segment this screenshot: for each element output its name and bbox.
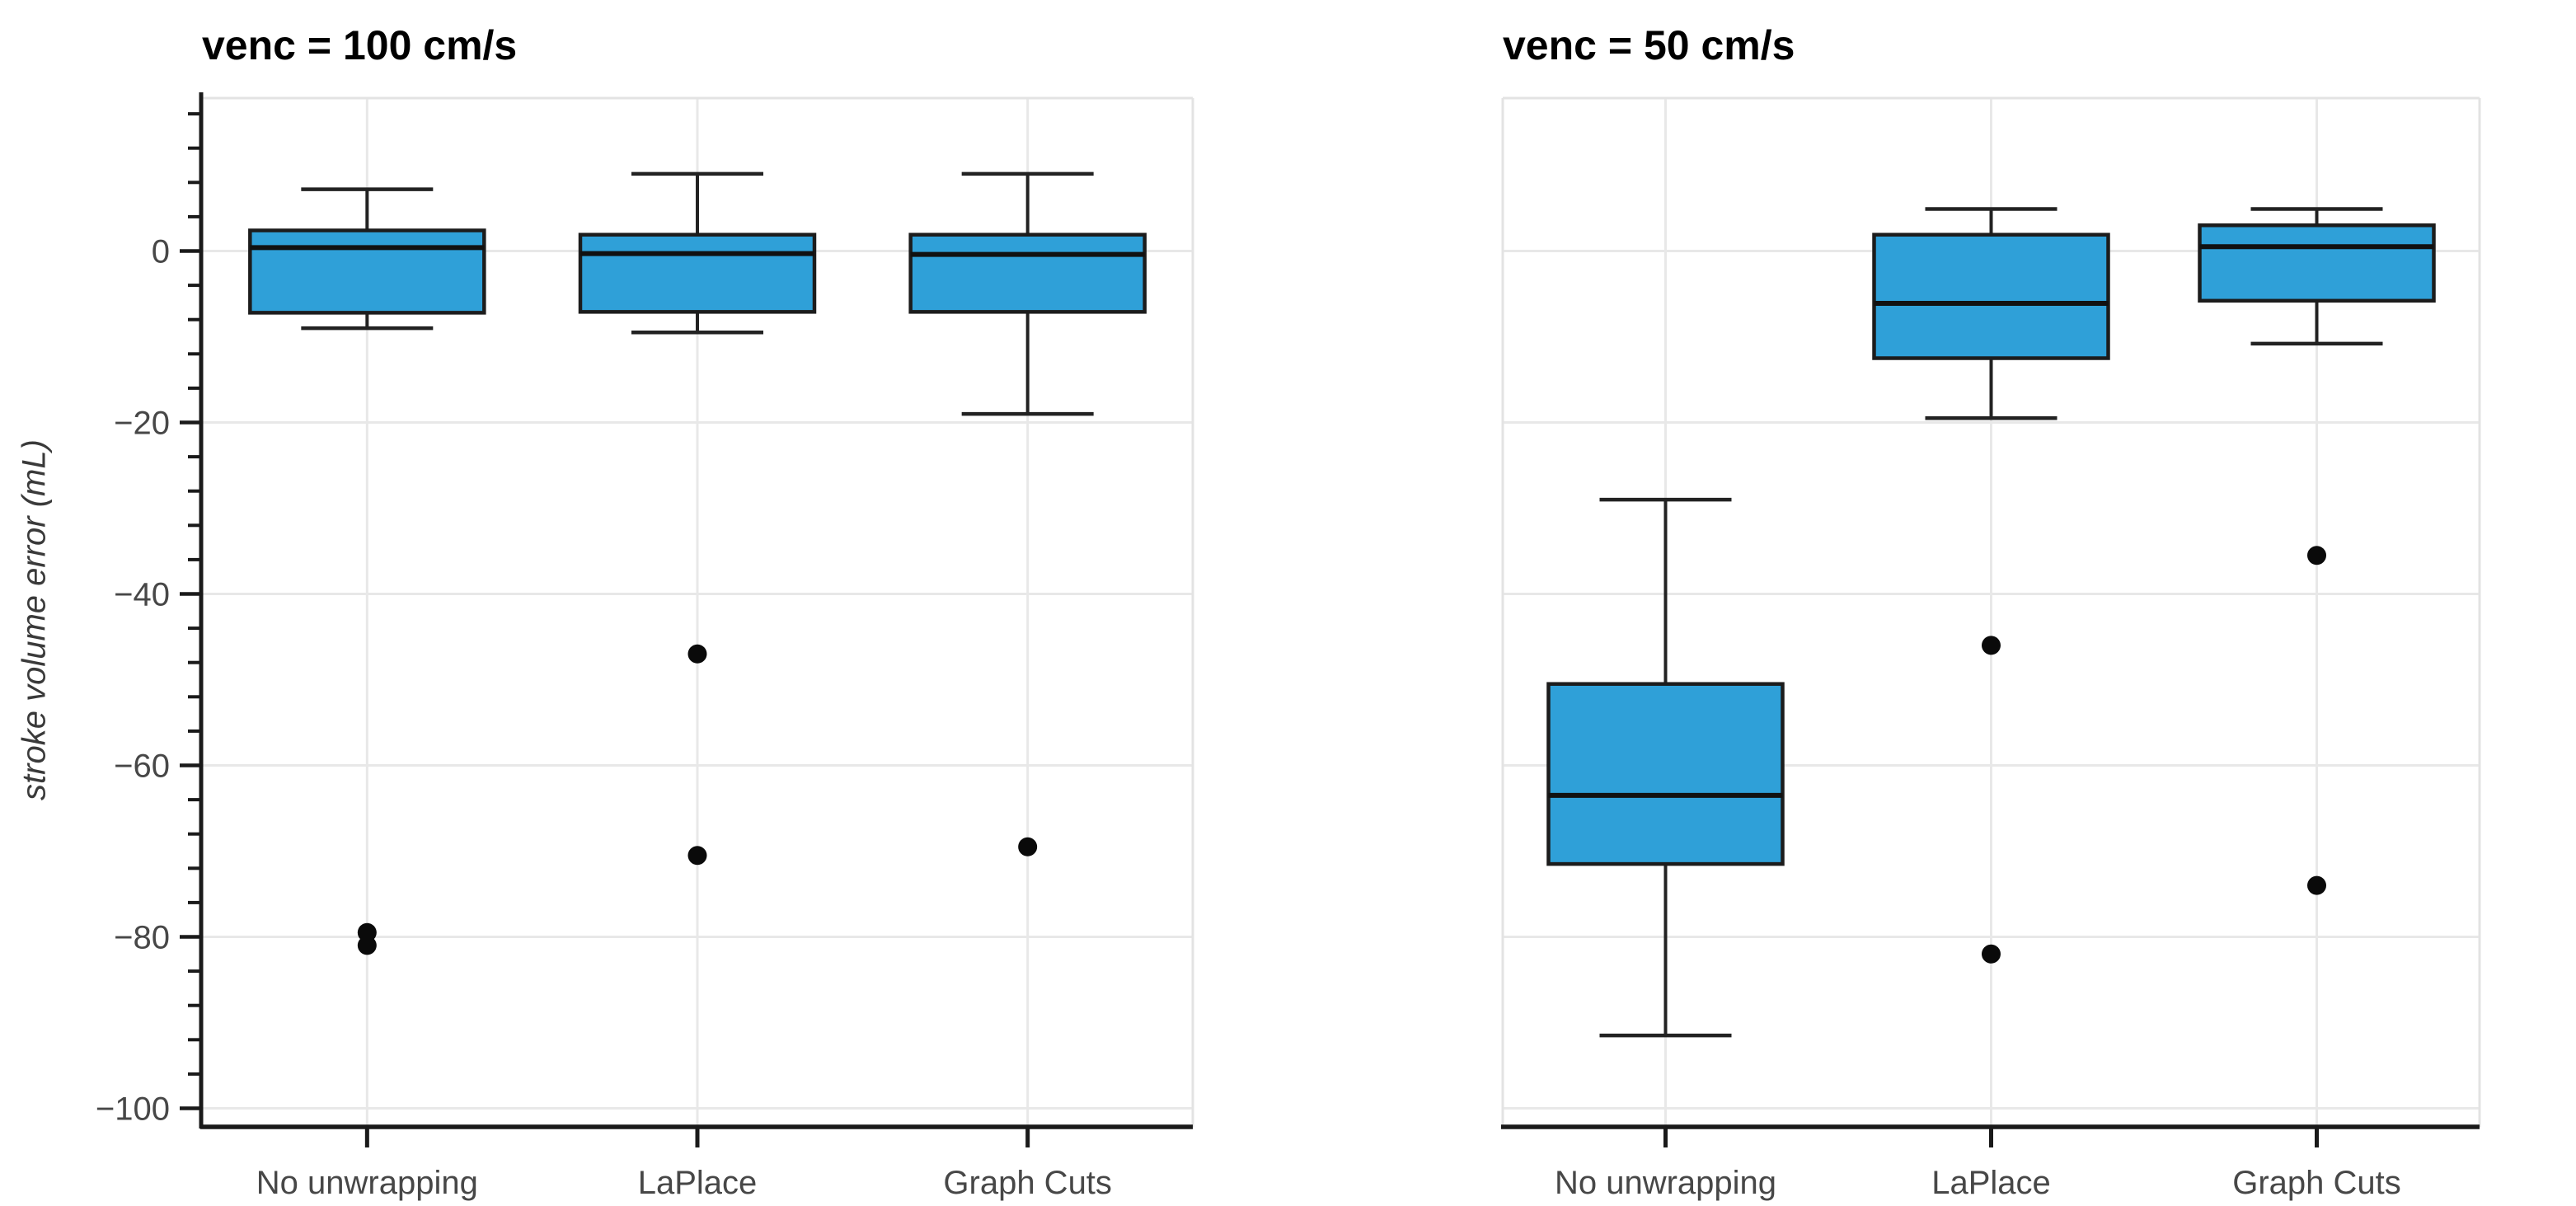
y-tick-label--100: −100 — [96, 1091, 170, 1128]
boxplot-laplace — [1872, 207, 2110, 964]
outlier-point — [2307, 875, 2326, 895]
iqr-box — [1872, 232, 2110, 360]
panel-title-venc-100: venc = 100 cm/s — [202, 22, 518, 68]
x-tick-label-graph-cuts: Graph Cuts — [2232, 1165, 2401, 1201]
iqr-box — [1546, 682, 1785, 866]
boxplot-laplace — [578, 171, 817, 866]
y-tick-label-0: 0 — [152, 234, 170, 270]
y-tick-label--60: −60 — [114, 748, 170, 785]
y-tick-label--20: −20 — [114, 406, 170, 442]
x-tick-label-laplace: LaPlace — [638, 1165, 758, 1201]
iqr-box — [908, 232, 1147, 314]
boxplot-no-unwrapping — [1546, 497, 1785, 1038]
x-tick-label-no-unwrapping: No unwrapping — [256, 1165, 478, 1201]
panel-venc-100-cm-s: No unwrapping LaPlace Graph Cuts 0 −20 −40 −60… — [96, 92, 1194, 1201]
y-tick-label--80: −80 — [114, 920, 170, 956]
y-axis-title: stroke volume error (mL) — [16, 439, 53, 800]
boxplot-graph-cuts — [2198, 207, 2436, 895]
y-tick-label--40: −40 — [114, 577, 170, 613]
x-tick-label-no-unwrapping: No unwrapping — [1555, 1165, 1776, 1201]
boxplot-graph-cuts — [908, 171, 1147, 856]
outlier-point — [687, 644, 707, 664]
outlier-point — [1018, 837, 1038, 856]
x-tick-label-laplace: LaPlace — [1931, 1165, 2051, 1201]
iqr-box — [2198, 223, 2436, 303]
iqr-box — [248, 228, 486, 315]
outlier-point — [687, 846, 707, 866]
boxplot-no-unwrapping — [248, 187, 486, 955]
outlier-point — [357, 936, 377, 955]
panel-venc-50-cm-s: No unwrapping LaPlace Graph Cuts — [1501, 96, 2481, 1201]
outlier-point — [1982, 944, 2001, 964]
iqr-box — [578, 232, 817, 314]
x-tick-label-graph-cuts: Graph Cuts — [943, 1165, 1112, 1201]
outlier-point — [2307, 546, 2326, 565]
panel-title-venc-50: venc = 50 cm/s — [1503, 22, 1795, 68]
outlier-point — [1982, 636, 2001, 655]
